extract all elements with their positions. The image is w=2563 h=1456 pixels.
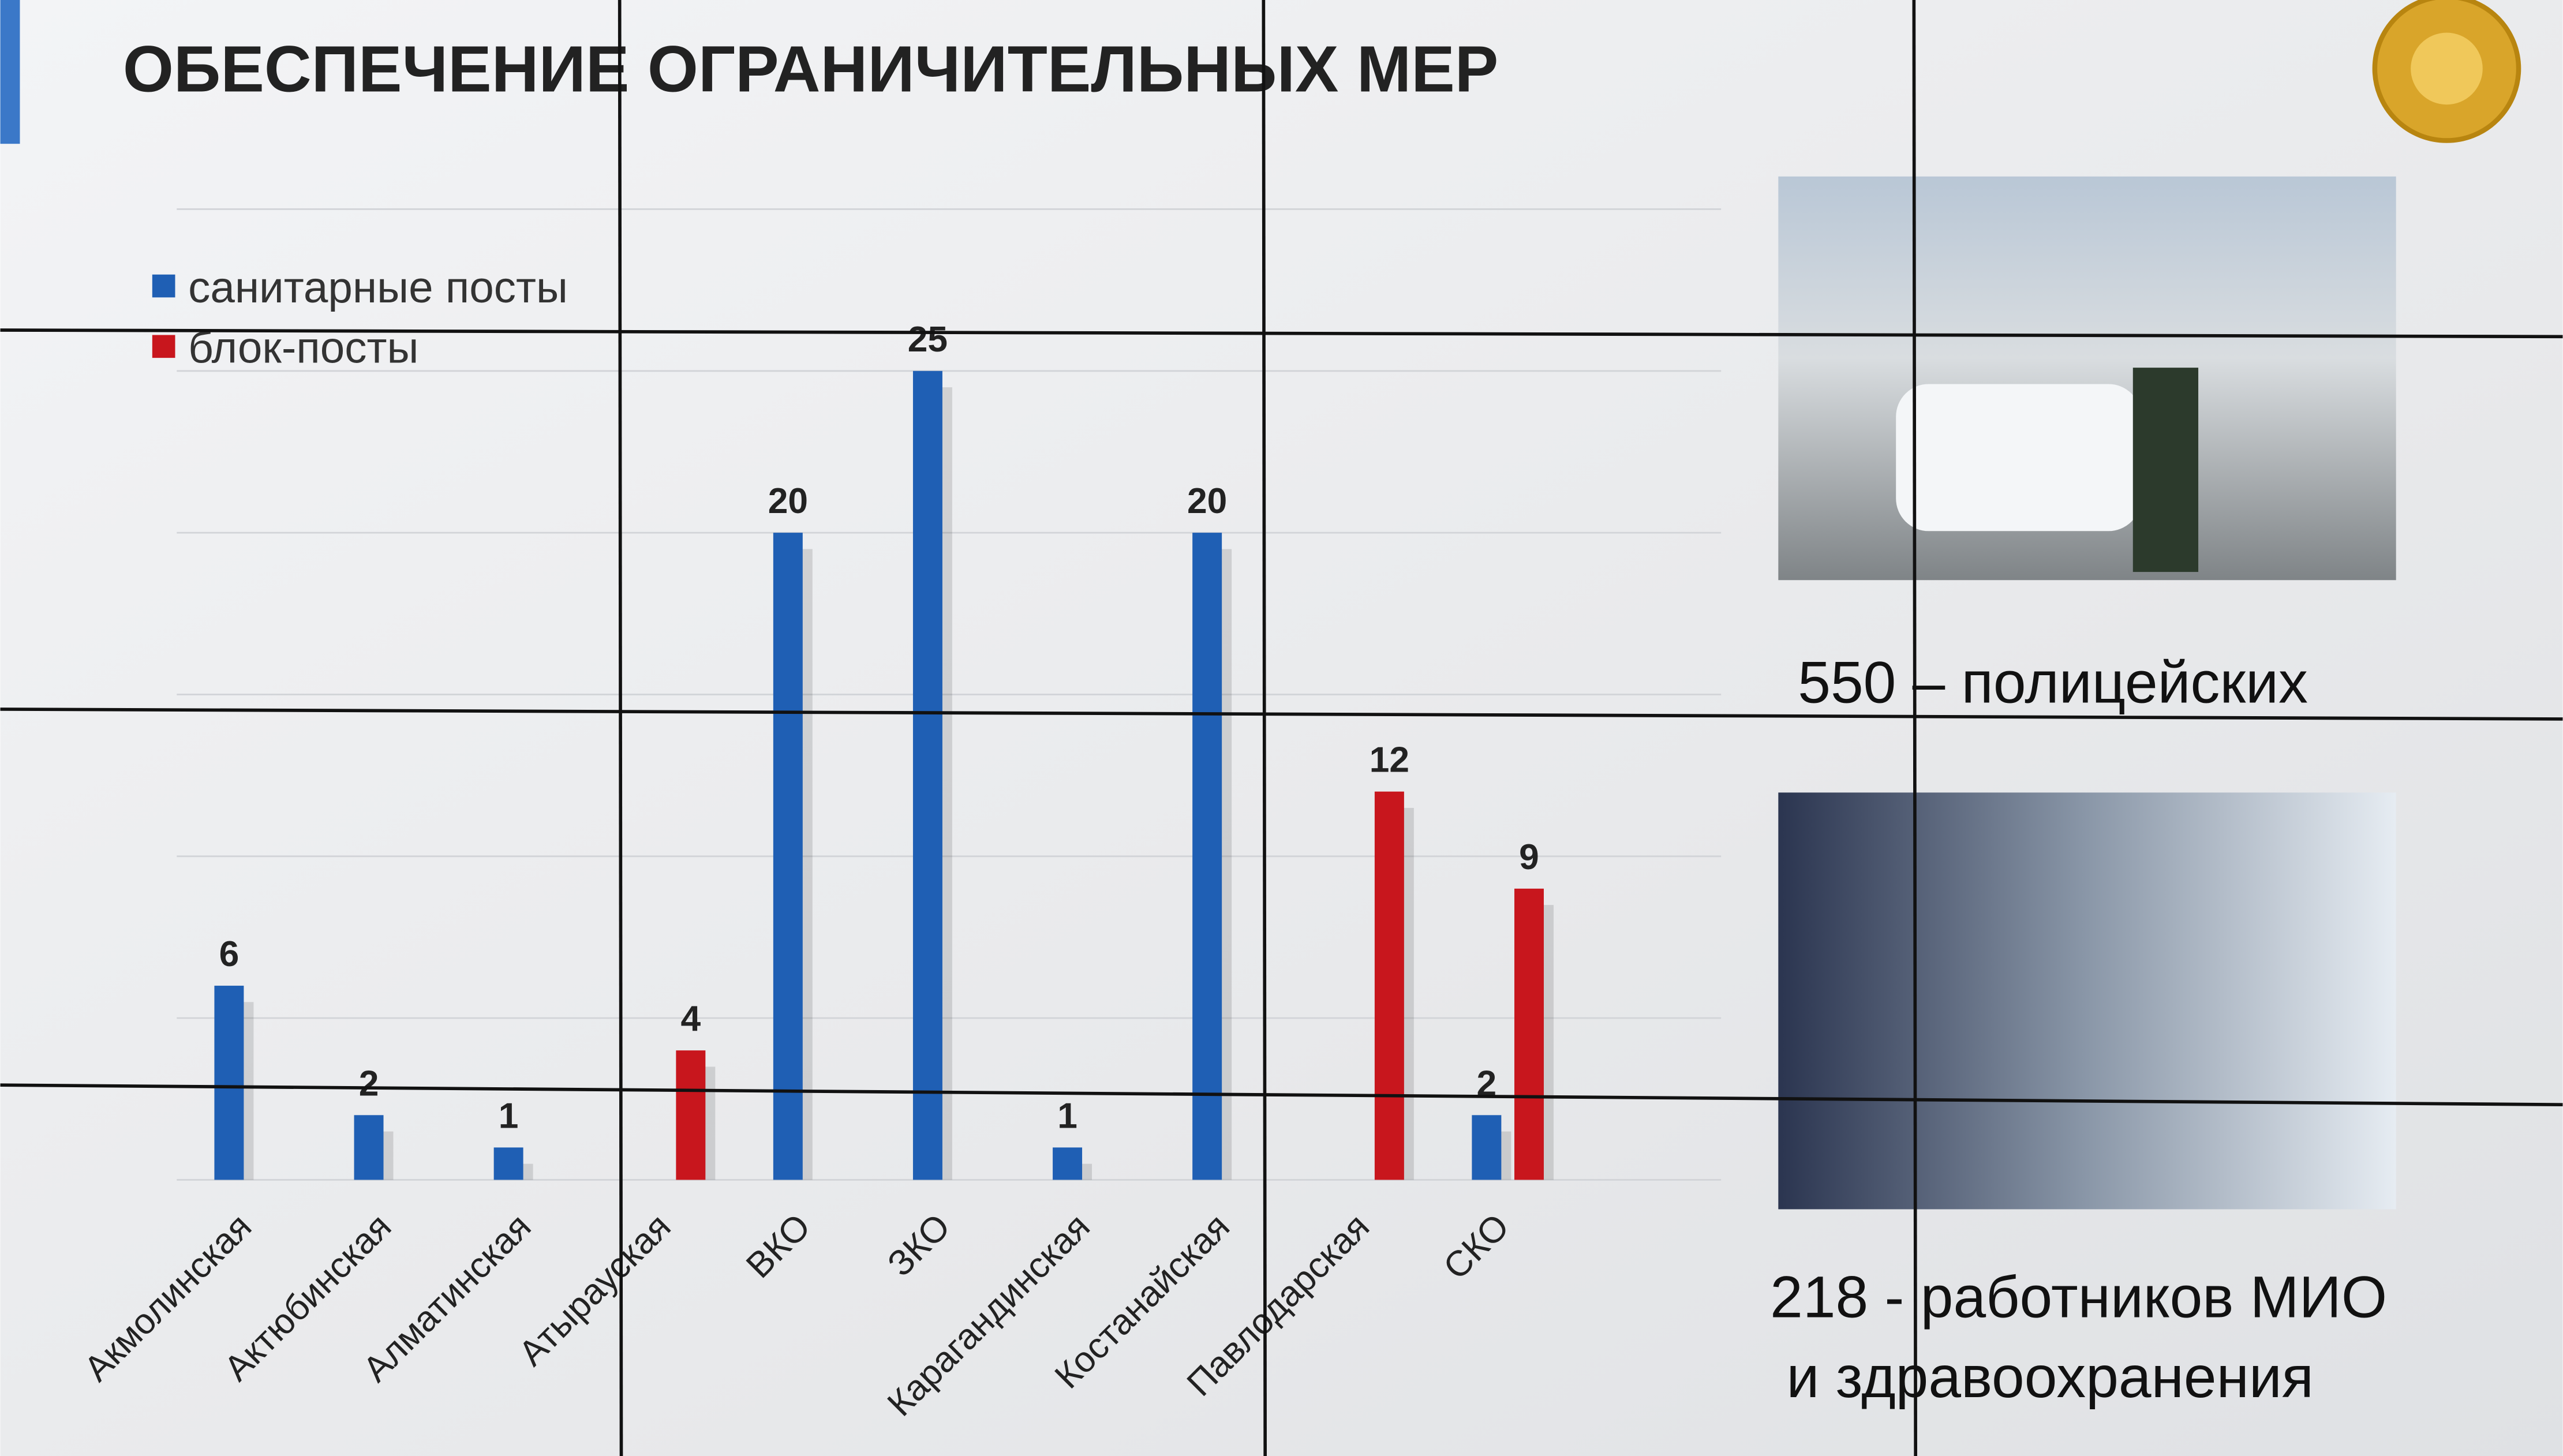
annotation: 550 – полицейских: [1798, 650, 2308, 716]
legend-swatch: [152, 274, 175, 298]
bar: [773, 533, 803, 1180]
photo-car: [1896, 384, 2141, 532]
legend-swatch: [152, 335, 175, 358]
chart-title: ОБЕСПЕЧЕНИЕ ОГРАНИЧИТЕЛЬНЫХ МЕР: [123, 33, 1499, 106]
seam: [0, 708, 2563, 721]
bar: [1192, 533, 1222, 1180]
seam: [1262, 0, 1267, 1456]
bar: [912, 370, 942, 1180]
accent-bar: [0, 0, 20, 144]
legend-label: санитарные посты: [188, 263, 568, 312]
photo-officer: [2132, 368, 2199, 572]
value-label: 12: [1370, 740, 1409, 780]
photo-medics: [1778, 792, 2396, 1210]
value-label: 4: [681, 999, 701, 1039]
seam: [1912, 0, 1918, 1456]
seam: [0, 1083, 2563, 1107]
bar: [354, 1115, 384, 1180]
seam: [0, 328, 2563, 339]
bar: [214, 986, 244, 1180]
bar: [1053, 1147, 1083, 1180]
value-label: 25: [908, 320, 948, 360]
seam: [618, 0, 623, 1456]
value-label: 6: [219, 934, 240, 974]
bar: [1514, 888, 1544, 1180]
bar: [1374, 791, 1404, 1180]
annotation: и здравоохранения: [1786, 1344, 2314, 1410]
value-label: 20: [768, 481, 808, 521]
value-label: 2: [359, 1064, 379, 1103]
bar: [676, 1050, 706, 1180]
value-label: 1: [499, 1096, 519, 1136]
value-label: 9: [1519, 837, 1539, 877]
bar: [1472, 1115, 1502, 1180]
bar: [493, 1147, 523, 1180]
annotation: 218 - работников МИО: [1770, 1264, 2387, 1330]
emblem-center: [2411, 32, 2483, 105]
value-label: 1: [1057, 1096, 1077, 1136]
value-label: 20: [1187, 481, 1227, 521]
